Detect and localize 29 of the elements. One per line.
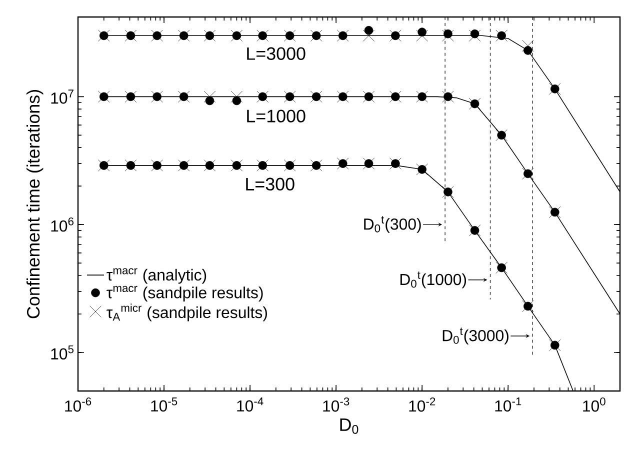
point [522, 40, 534, 52]
x-tick-label: 10$^{-2}$ [409, 397, 436, 412]
y-tick-label: 10$^{7}$ [51, 90, 74, 104]
point [204, 90, 216, 103]
y-axis-title: Confinement time (iterations) [26, 90, 44, 318]
y-tick-label: 10$^{6}$ [51, 217, 74, 232]
legend-label: τ$^{macr}$ (sandpile results) [106, 286, 263, 302]
y-tick-label: 10$^{5}$ [51, 345, 74, 360]
legend-label: τ$_{A}$$^{micr}$ (sandpile results) [106, 304, 267, 322]
point [230, 90, 243, 103]
ref-line-label: D$_{0}$$^{t}$(3000) [442, 328, 508, 344]
x-tick-label: 10$^{-1}$ [495, 398, 522, 412]
point [362, 30, 375, 42]
ref-line-label: D$_{0}$$^{t}$(300) [364, 216, 421, 233]
point [416, 30, 428, 42]
x-tick-label: 10$^{-6}$ [65, 397, 92, 412]
x-axis-title: D$_{0}$ [340, 418, 358, 434]
legend-label: τ$^{macr}$ (analytic) [106, 268, 206, 284]
annotation: L=1000 [247, 110, 306, 122]
x-tick-label: 10$^{0}$ [583, 397, 606, 412]
annotation: L=300 [246, 178, 294, 190]
x-tick-label: 10$^{-4}$ [237, 398, 264, 412]
ref-line-label: D$_{0}$$^{t}$(1000) [400, 272, 466, 288]
x-tick-label: 10$^{-5}$ [151, 398, 178, 412]
x-tick-label: 10$^{-3}$ [323, 397, 350, 412]
point [442, 30, 454, 42]
point [364, 26, 374, 35]
point [468, 30, 481, 42]
annotation: L=3000 [247, 47, 306, 60]
